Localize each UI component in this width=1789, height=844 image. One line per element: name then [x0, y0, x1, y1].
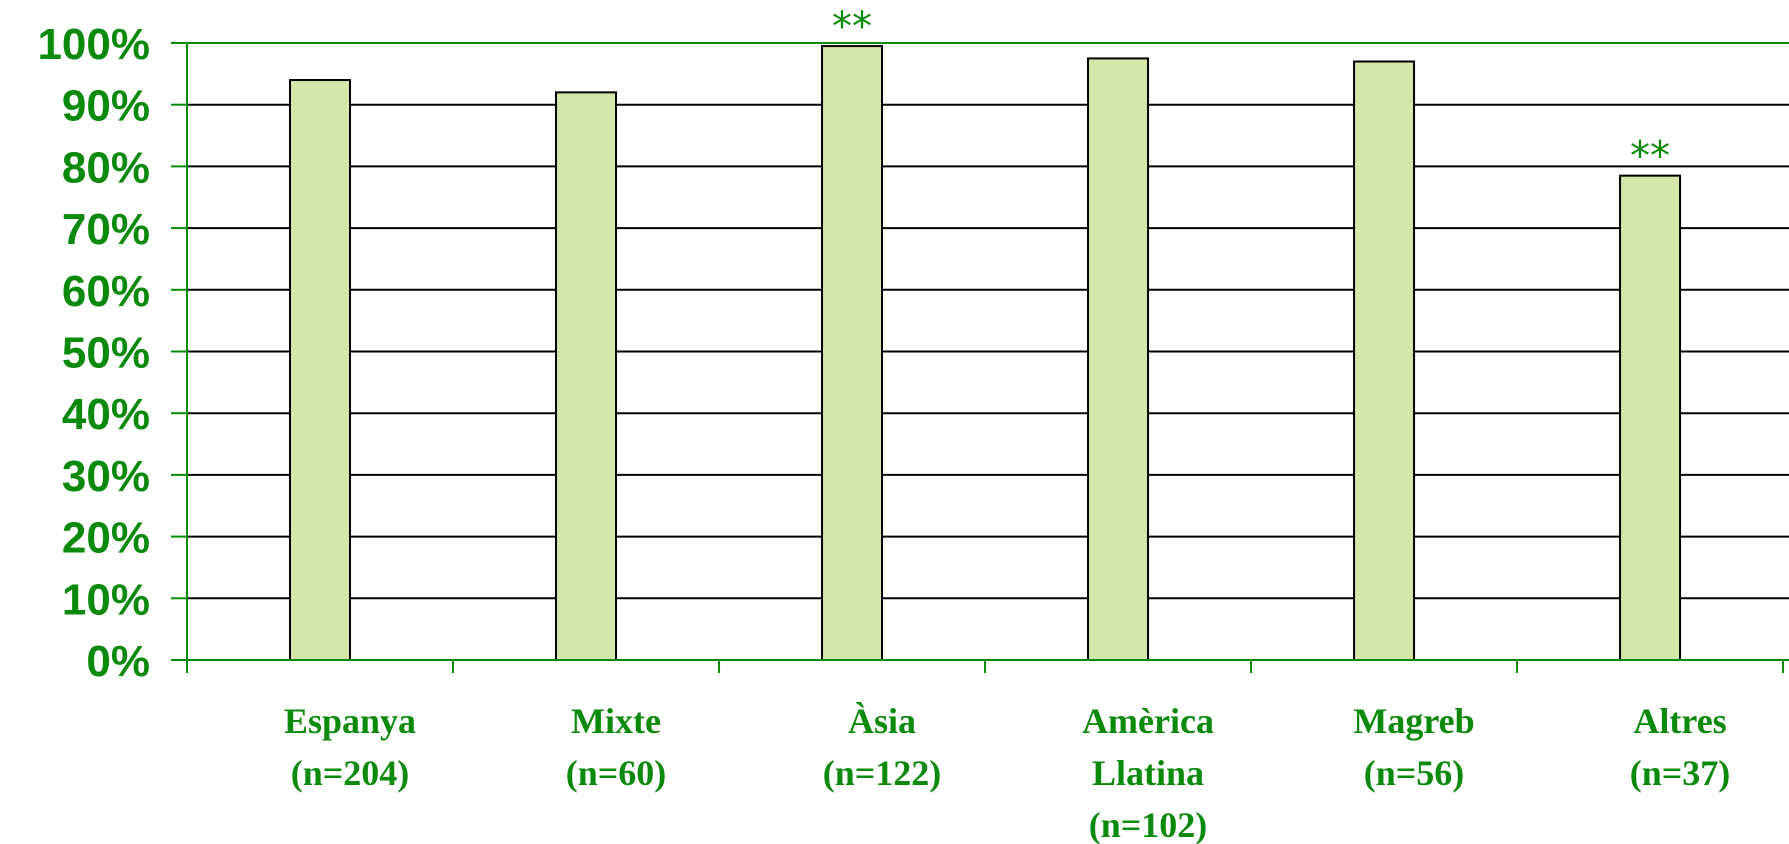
x-category-label-line: (n=37): [1630, 753, 1731, 793]
x-category-label-line: (n=122): [823, 753, 942, 793]
x-category-label: Mixte (n=60): [566, 701, 667, 793]
bar: [1353, 60, 1416, 661]
significance-annotation: **: [1630, 134, 1670, 180]
x-category-label-line: Llatina: [1092, 753, 1204, 793]
x-category-label-line: Espanya: [284, 701, 416, 741]
x-category-label-line: Mixte: [571, 701, 661, 741]
y-tick-label: 60%: [62, 267, 150, 316]
y-tick-label: 70%: [62, 205, 150, 254]
x-category-label-line: (n=204): [291, 753, 410, 793]
significance-annotation: **: [832, 4, 872, 50]
x-category-label-line: Amèrica: [1082, 701, 1214, 741]
x-category-label: Amèrica Llatina (n=102): [1082, 701, 1214, 844]
x-category-label-line: Magreb: [1353, 701, 1474, 741]
x-category-label-line: (n=102): [1089, 805, 1208, 844]
y-tick-label: 40%: [62, 390, 150, 439]
bar: [1619, 174, 1682, 661]
bar: [555, 91, 618, 662]
y-tick-label: 20%: [62, 514, 150, 563]
x-category-label: Magreb (n=56): [1353, 701, 1474, 793]
bar: [1087, 57, 1150, 662]
x-category-label-line: Altres: [1633, 701, 1726, 741]
y-tick-label: 10%: [62, 575, 150, 624]
bar: [289, 79, 352, 661]
bar: [821, 45, 884, 661]
x-category-label-line: (n=56): [1364, 753, 1465, 793]
x-category-label: Àsia (n=122): [823, 701, 942, 793]
y-tick-label: 0%: [86, 637, 150, 686]
y-tick-label: 80%: [62, 143, 150, 192]
y-tick-label: 30%: [62, 452, 150, 501]
x-category-label-line: Àsia: [848, 701, 916, 741]
x-category-label-line: (n=60): [566, 753, 667, 793]
y-tick-label: 90%: [62, 82, 150, 131]
x-category-label: Espanya (n=204): [284, 701, 416, 793]
x-category-label: Altres (n=37): [1630, 701, 1731, 793]
y-tick-label: 50%: [62, 329, 150, 378]
y-tick-label: 100%: [37, 20, 150, 69]
